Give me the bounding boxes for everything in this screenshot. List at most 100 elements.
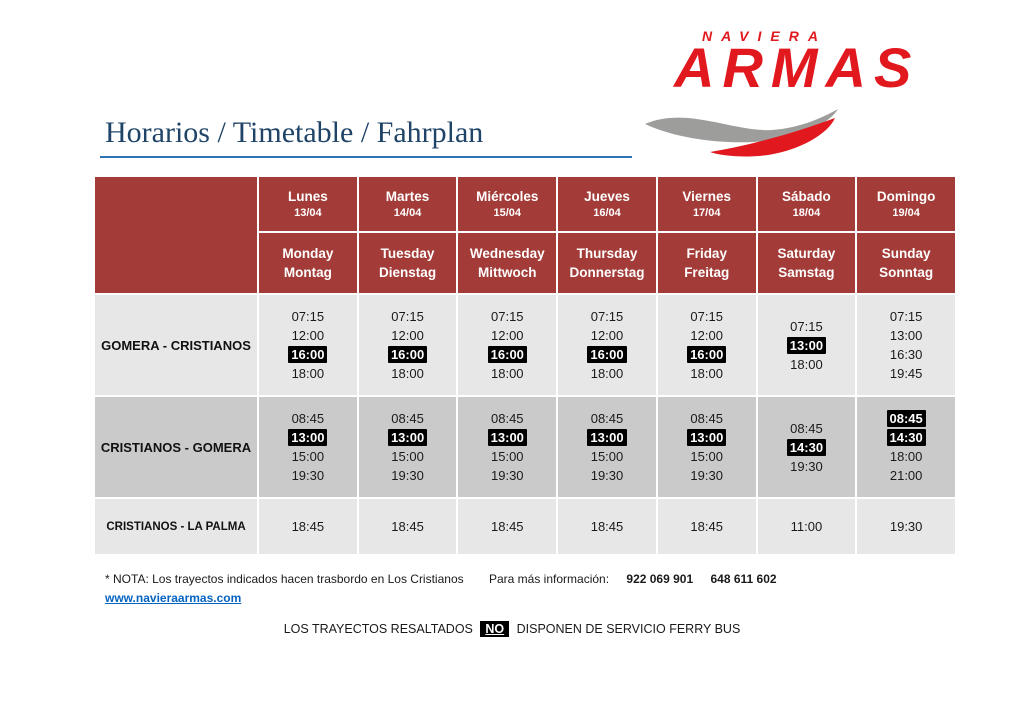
day-date-label: 19/04 [892, 206, 920, 219]
day-date-label: 15/04 [493, 206, 522, 219]
timetable-corner-cell [95, 177, 257, 293]
contact-info: Para más información: 922 069 901 648 61… [489, 572, 777, 586]
departure-time: 12:00 [491, 328, 524, 343]
timetable-cell: 07:15 12:00 16:00 18:00 [558, 295, 656, 395]
day-date-label: 18/04 [792, 206, 821, 219]
day-english-label: Monday [282, 246, 334, 261]
departure-time: 15:00 [590, 449, 624, 464]
day-header-top-cell: Miércoles 15/04 [458, 177, 557, 231]
departure-time: 07:15 [391, 309, 424, 324]
day-german-label: Dienstag [379, 265, 437, 280]
departure-time: 19:30 [291, 468, 325, 483]
day-header-bottom-cell: Sunday Sonntag [857, 233, 955, 293]
departure-time: 13:00 [587, 429, 627, 446]
phone-number-1: 922 069 901 [626, 572, 694, 586]
day-date-label: 13/04 [294, 206, 322, 219]
departure-time: 18:00 [889, 449, 923, 464]
day-german-label: Samstag [778, 265, 835, 280]
day-date-label: 16/04 [593, 206, 621, 219]
departure-time: 18:00 [391, 366, 424, 381]
timetable-cell: 08:45 13:00 15:00 19:30 [358, 397, 457, 497]
timetable: Lunes 13/04 Martes 14/04 Miércoles 15/04 Jueve… [95, 177, 955, 554]
day-name-label: Sábado [782, 188, 831, 204]
timetable-cell: 08:45 13:00 15:00 19:30 [458, 397, 557, 497]
departure-time: 14:30 [886, 429, 926, 446]
departure-time: 16:00 [387, 346, 428, 363]
departure-time: 07:15 [790, 318, 823, 334]
timetable-cell: 08:45 13:00 15:00 19:30 [657, 397, 756, 497]
day-header-bottom-cell: Wednesday Mittwoch [458, 233, 557, 293]
departure-time: 07:15 [889, 309, 923, 324]
departure-time: 11:00 [790, 519, 823, 534]
day-header-bottom-cell: Tuesday Dienstag [358, 233, 457, 293]
contact-info-label: Para más información: [489, 572, 610, 586]
timetable-cell: 11:00 [757, 499, 856, 554]
timetable-cell: 08:45 14:30 19:30 [757, 397, 856, 497]
day-name-label: Miércoles [476, 188, 539, 204]
day-header-top-cell: Sábado 18/04 [757, 177, 856, 231]
brand-swoosh-icon [645, 109, 838, 157]
departure-time: 19:30 [590, 468, 624, 483]
day-name-label: Martes [385, 188, 430, 204]
phone-number-2: 648 611 602 [710, 572, 777, 586]
departure-time: 19:30 [790, 458, 823, 474]
departure-time: 19:30 [889, 519, 923, 534]
route-label-cell: CRISTIANOS - LA PALMA [95, 499, 257, 554]
departure-time: 12:00 [590, 328, 624, 343]
day-name-label: Jueves [584, 188, 630, 204]
timetable-cell: 07:15 13:00 18:00 [757, 295, 856, 395]
departure-time: 15:00 [491, 449, 524, 464]
day-date-label: 14/04 [393, 206, 422, 219]
departure-time: 19:30 [690, 468, 723, 483]
day-english-label: Thursday [576, 246, 638, 261]
departure-time: 19:30 [491, 468, 524, 483]
departure-time: 16:00 [687, 346, 727, 363]
day-english-label: Saturday [777, 246, 836, 261]
timetable-cell: 18:45 [558, 499, 656, 554]
title-underline [100, 156, 632, 158]
departure-time: 07:15 [491, 309, 524, 324]
departure-time: 18:45 [291, 519, 325, 534]
day-header-bottom-cell: Monday Montag [259, 233, 357, 293]
day-date-label: 17/04 [692, 206, 721, 219]
departure-time: 18:00 [491, 366, 524, 381]
departure-time: 16:00 [487, 346, 527, 363]
departure-time: 08:45 [790, 420, 823, 436]
departure-time: 18:00 [790, 356, 823, 372]
day-name-label: Domingo [876, 188, 936, 204]
departure-time: 13:00 [288, 429, 328, 446]
day-name-label: Viernes [682, 188, 731, 204]
website-link[interactable]: www.navieraarmas.com [105, 591, 242, 605]
departure-time: 07:15 [291, 309, 325, 324]
departure-time: 12:00 [391, 328, 424, 343]
timetable-cell: 07:15 12:00 16:00 18:00 [259, 295, 357, 395]
ferry-bus-note-no-badge: NO [480, 621, 510, 637]
day-german-label: Donnerstag [569, 265, 645, 280]
ferry-bus-note-pre: LOS TRAYECTOS RESALTADOS [283, 622, 473, 636]
timetable-cell: 18:45 [358, 499, 457, 554]
day-header-top-cell: Jueves 16/04 [558, 177, 656, 231]
timetable-cell: 08:45 14:30 18:00 21:00 [857, 397, 955, 497]
day-header-top-cell: Domingo 19/04 [857, 177, 955, 231]
brand-naviera-text: NAVIERA [702, 28, 827, 44]
departure-time: 16:30 [889, 347, 923, 362]
day-name-label: Lunes [287, 188, 328, 204]
departure-time: 08:45 [491, 411, 524, 426]
departure-time: 19:30 [391, 468, 424, 483]
footnote-nota: * NOTA: Los trayectos indicados hacen tr… [105, 572, 464, 586]
day-header-bottom-cell: Friday Freitag [657, 233, 756, 293]
day-header-top-cell: Lunes 13/04 [259, 177, 357, 231]
departure-time: 13:00 [889, 328, 923, 343]
departure-time: 07:15 [590, 309, 624, 324]
timetable-cell: 08:45 13:00 15:00 19:30 [558, 397, 656, 497]
timetable-cell: 19:30 [857, 499, 955, 554]
departure-time: 15:00 [690, 449, 723, 464]
departure-time: 08:45 [690, 411, 723, 426]
timetable-cell: 18:45 [458, 499, 557, 554]
departure-time: 12:00 [291, 328, 325, 343]
departure-time: 15:00 [291, 449, 325, 464]
ferry-bus-note-post: DISPONEN DE SERVICIO FERRY BUS [516, 622, 741, 636]
brand-logo: NAVIERA ARMAS [645, 26, 960, 161]
departure-time: 18:45 [391, 519, 424, 534]
departure-time: 13:00 [487, 429, 527, 446]
